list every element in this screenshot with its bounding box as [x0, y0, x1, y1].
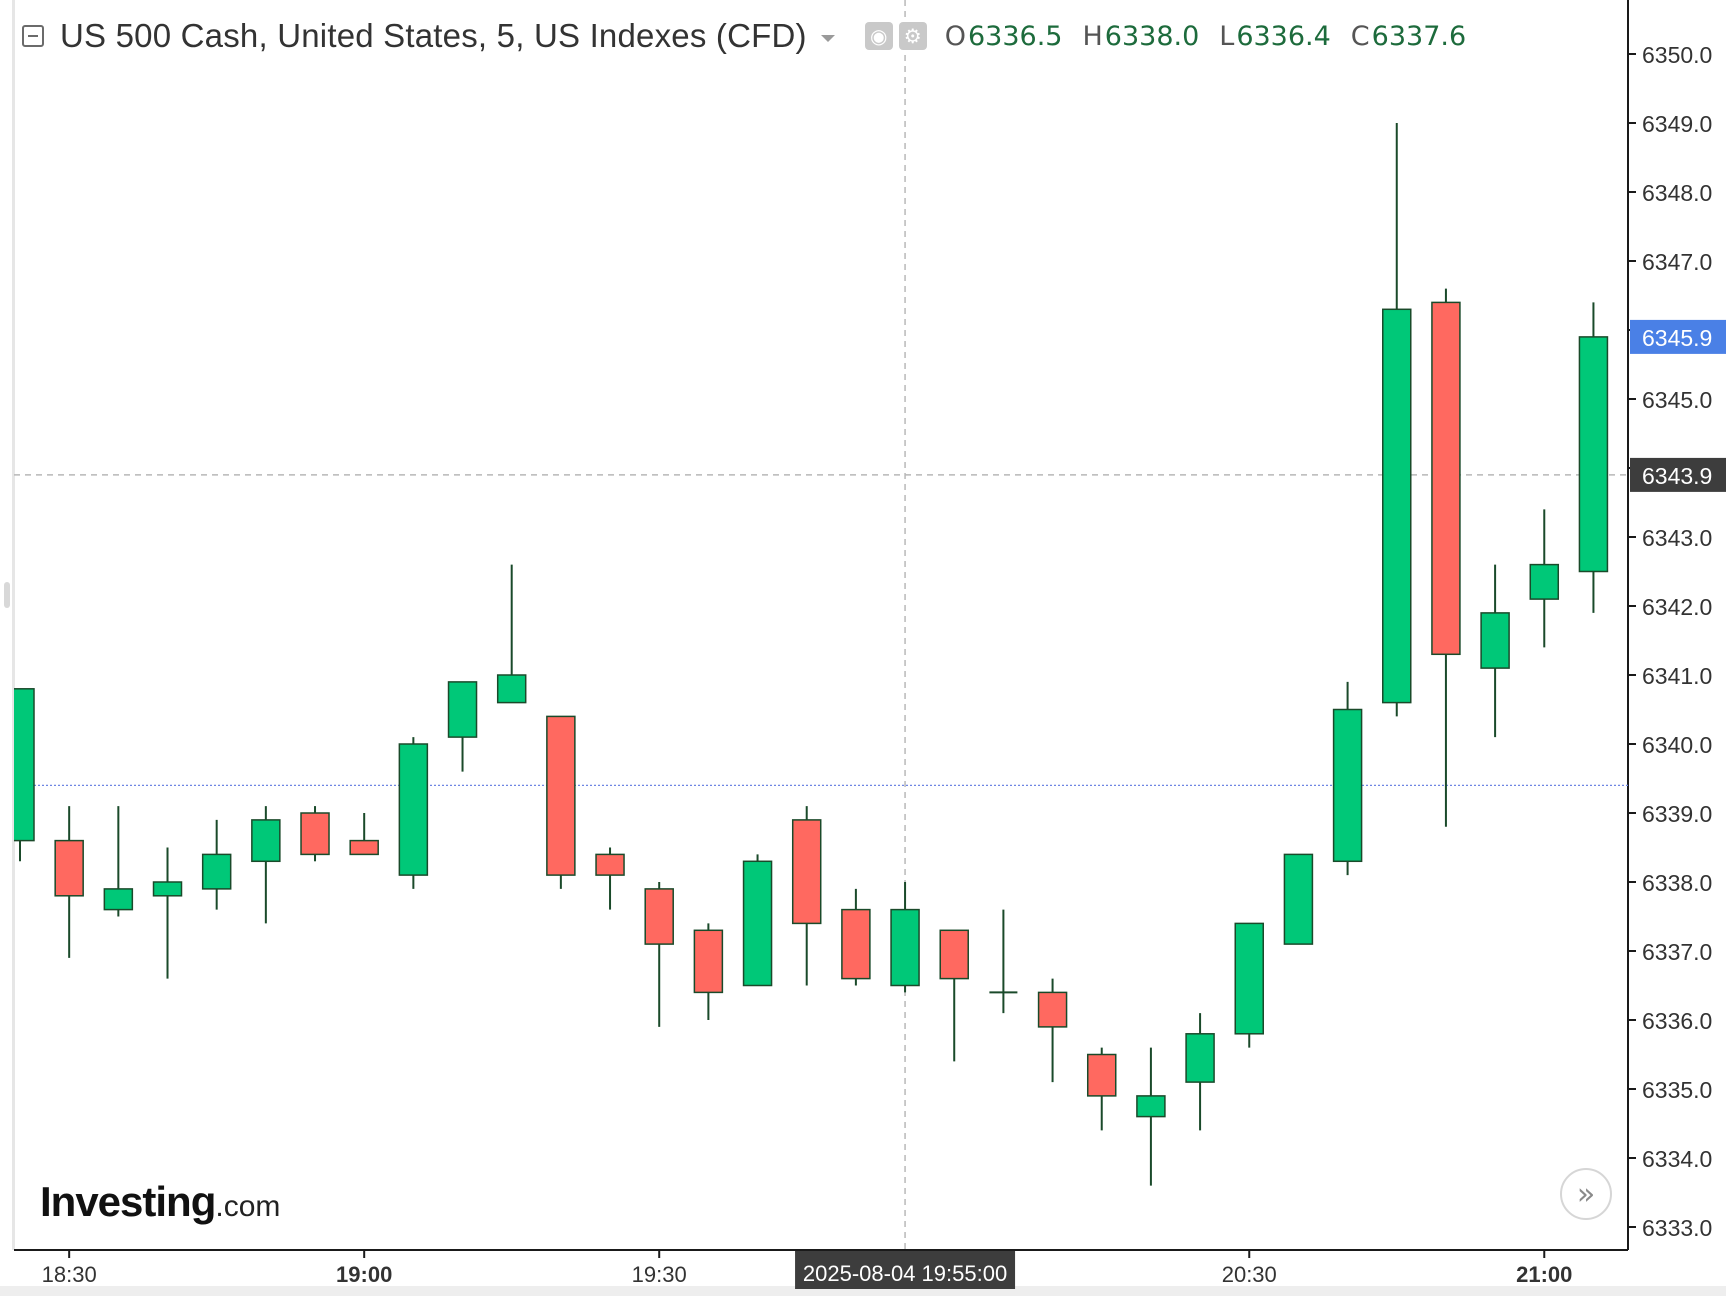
- side-drag-handle[interactable]: [4, 582, 10, 608]
- open-value: 6336.5: [967, 20, 1063, 52]
- y-tick-label: 6335.0: [1642, 1077, 1712, 1103]
- candle-body-up: [1234, 922, 1264, 1035]
- candle-body-down: [1086, 1053, 1117, 1097]
- x-tick-label: 20:30: [1222, 1262, 1277, 1287]
- chart-header: US 500 Cash, United States, 5, US Indexe…: [22, 14, 1486, 58]
- y-tick-label: 6348.0: [1642, 180, 1712, 206]
- y-tick-label: 6342.0: [1642, 594, 1712, 620]
- candle-body-up: [1332, 708, 1363, 863]
- y-tick-label: 6336.0: [1642, 1008, 1712, 1034]
- candle-body-up: [496, 674, 527, 704]
- x-tick-label: 19:00: [336, 1262, 392, 1287]
- logo-main-text: Investing: [40, 1178, 216, 1225]
- current-price-label: 6345.9: [1642, 325, 1712, 351]
- crosshair-time-badge: [795, 1251, 1016, 1289]
- candle-body-up: [1480, 612, 1510, 669]
- candle-body-down: [300, 812, 330, 856]
- low-value: 6336.4: [1236, 20, 1331, 52]
- candle-body-down: [841, 908, 871, 980]
- x-tick-label: 21:00: [1516, 1262, 1572, 1287]
- y-tick-label: 6345.0: [1642, 387, 1712, 413]
- candle-body-down: [644, 888, 674, 945]
- candle-body-down: [595, 853, 625, 876]
- high-value: 6338.0: [1104, 20, 1200, 52]
- candle-body-up: [152, 881, 183, 897]
- ohlc-readout: O 6336.5 H 6338.0 L 6336.4 C 6337.6: [945, 21, 1486, 52]
- candle-body-down: [1431, 301, 1461, 656]
- candle-body-down: [54, 839, 84, 897]
- candle-body-down: [939, 929, 969, 980]
- crosshair-price-label: 6343.9: [1642, 463, 1712, 489]
- crosshair-price-badge: [1630, 457, 1726, 492]
- candle-body-up: [103, 888, 134, 911]
- open-label: O: [944, 20, 966, 52]
- symbol-title: US 500 Cash, United States, 5, US Indexe…: [60, 17, 807, 54]
- y-tick-label: 6340.0: [1642, 732, 1712, 758]
- y-tick-label: 6349.0: [1642, 111, 1712, 137]
- left-mask: [0, 0, 13, 1250]
- y-tick-label: 6347.0: [1642, 249, 1712, 275]
- y-tick-label: 6333.0: [1642, 1215, 1712, 1241]
- x-tick-label: 19:30: [632, 1262, 687, 1287]
- y-tick-label: 6334.0: [1642, 1146, 1712, 1172]
- candle-body-down: [791, 819, 822, 925]
- scroll-to-latest-button[interactable]: »: [1560, 1168, 1612, 1220]
- x-tick-label: 18:30: [42, 1262, 97, 1287]
- candle-body-up: [1578, 336, 1609, 573]
- candle-body-up: [398, 743, 429, 876]
- candle-body-up: [1283, 853, 1314, 945]
- bottom-scrollbar: [0, 1286, 1726, 1296]
- current-price-badge: [1630, 319, 1726, 354]
- candle-body-down: [546, 715, 576, 876]
- candle-body-up: [1185, 1033, 1215, 1083]
- candle-body-down: [693, 929, 724, 994]
- eye-icon[interactable]: ◉: [864, 22, 893, 50]
- candle-body-up: [1529, 563, 1560, 600]
- candle-body-up: [890, 908, 920, 987]
- close-label: C: [1350, 20, 1370, 52]
- candle-body-up: [1136, 1095, 1166, 1118]
- candle-body-up: [251, 819, 281, 863]
- crosshair-time-label: 2025-08-04 19:55:00: [803, 1261, 1007, 1286]
- collapse-icon[interactable]: [22, 25, 44, 47]
- y-tick-label: 6350.0: [1642, 42, 1712, 68]
- y-tick-label: 6337.0: [1642, 939, 1712, 965]
- y-tick-label: 6343.0: [1642, 525, 1712, 551]
- candle-body-up: [742, 860, 773, 987]
- candle-body-up: [1382, 308, 1412, 704]
- logo-suffix-text: .com: [215, 1190, 281, 1223]
- gear-icon[interactable]: ⚙: [898, 22, 927, 50]
- y-tick-label: 6341.0: [1642, 663, 1712, 689]
- candle-body-up: [447, 681, 478, 738]
- y-tick-label: 6339.0: [1642, 801, 1712, 827]
- candle-body-up: [201, 853, 232, 890]
- candle-body-down: [349, 839, 379, 856]
- close-value: 6337.6: [1371, 20, 1467, 52]
- y-tick-label: 6338.0: [1642, 870, 1712, 896]
- chevron-down-icon[interactable]: [820, 34, 835, 42]
- candle-body-down: [1037, 991, 1068, 1028]
- investing-logo: Investing .com: [40, 1178, 280, 1226]
- low-label: L: [1219, 20, 1235, 52]
- high-label: H: [1082, 20, 1103, 52]
